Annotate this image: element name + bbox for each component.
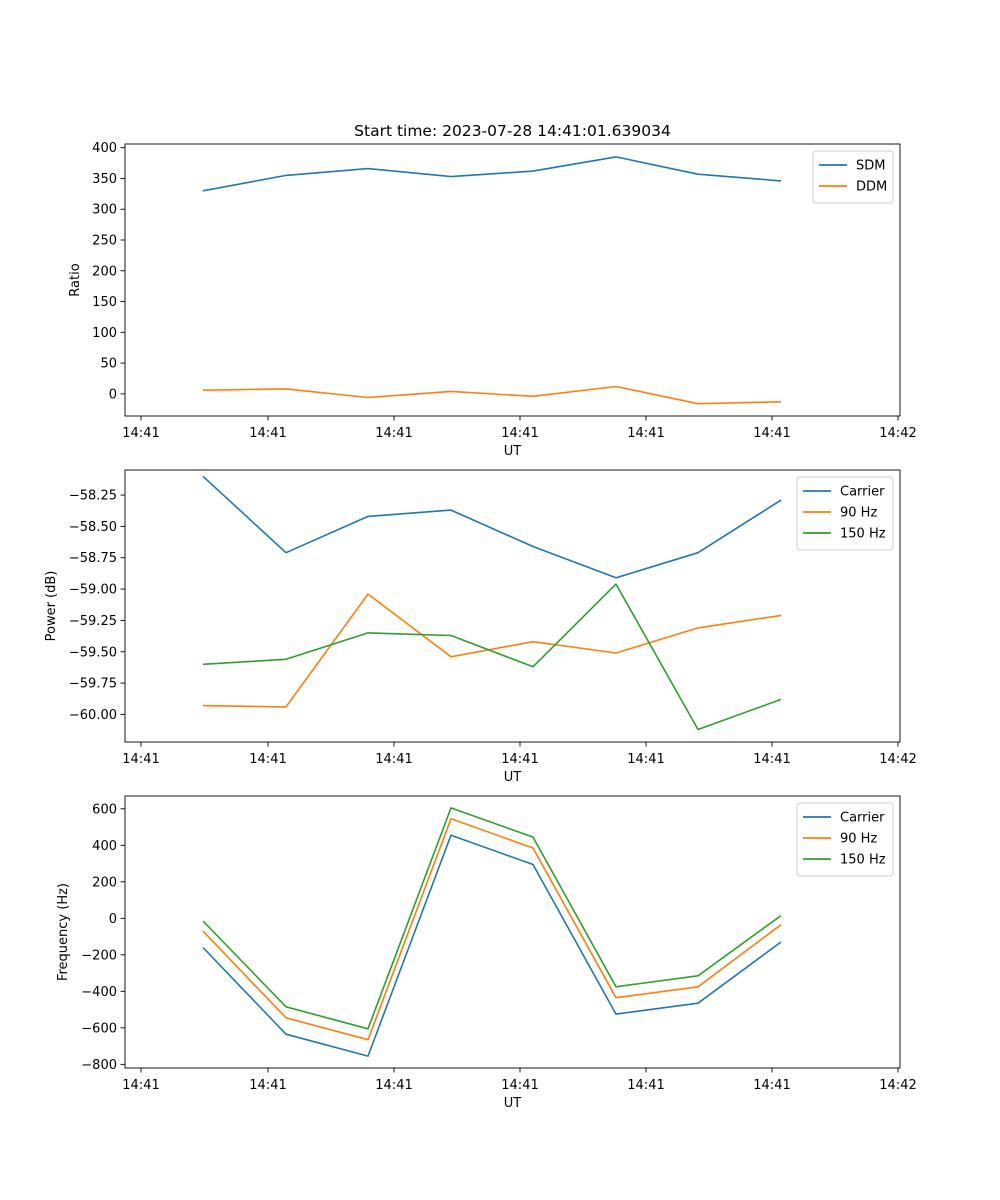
axes-frame — [124, 469, 901, 743]
series-line-ddm — [202, 385, 782, 405]
x-tick-label: 14:41 — [627, 1078, 664, 1093]
legend-box — [796, 802, 894, 877]
x-tick-label: 14:41 — [501, 752, 538, 767]
x-axis-label: UT — [504, 1096, 522, 1111]
series-line-carrier — [202, 475, 782, 579]
panel-3: 14:41 14:41 14:41 14:41 14:41 14:41 14:42 −800 −… — [56, 795, 917, 1111]
y-tick-label: 200 — [92, 264, 117, 279]
x-tick-label: 14:41 — [753, 1078, 790, 1093]
x-tick-label: 14:41 — [627, 752, 664, 767]
y-tick-label: 150 — [92, 295, 117, 310]
chart-title: Start time: 2023-07-28 14:41:01.639034 — [354, 122, 671, 140]
axes-frame — [124, 143, 901, 417]
x-axis-label: UT — [504, 444, 522, 459]
series-line-90-hz — [202, 817, 782, 1041]
y-tick-label: −58.25 — [69, 489, 117, 504]
y-axis-label: Power (dB) — [44, 571, 59, 642]
x-axis-label: UT — [504, 770, 522, 785]
x-tick-label: 14:41 — [249, 426, 286, 441]
y-tick-label: 200 — [92, 875, 117, 890]
x-tick-label: 14:42 — [879, 426, 916, 441]
y-tick-label: −800 — [81, 1058, 117, 1073]
series-line-sdm — [202, 156, 782, 192]
legend-label: 150 Hz — [840, 527, 886, 542]
legend-label: 150 Hz — [840, 853, 886, 868]
y-tick-label: −60.00 — [69, 708, 117, 723]
y-tick-label: −59.00 — [69, 583, 117, 598]
x-tick-label: 14:42 — [879, 752, 916, 767]
series-line-150-hz — [202, 807, 782, 1030]
y-tick-label: 350 — [92, 172, 117, 187]
series-line-90-hz — [202, 593, 782, 708]
legend-label: Carrier — [840, 485, 885, 500]
legend-label: 90 Hz — [840, 506, 877, 521]
legend: Carrier 90 Hz 150 Hz — [796, 802, 894, 877]
legend-label: 90 Hz — [840, 832, 877, 847]
x-tick-label: 14:41 — [249, 1078, 286, 1093]
y-tick-label: 100 — [92, 326, 117, 341]
x-tick-label: 14:41 — [122, 1078, 159, 1093]
legend-box — [796, 476, 894, 551]
x-tick-label: 14:41 — [122, 752, 159, 767]
y-tick-label: 600 — [92, 802, 117, 817]
legend-label: Carrier — [840, 811, 885, 826]
y-tick-label: 0 — [109, 387, 117, 402]
y-tick-label: 300 — [92, 203, 117, 218]
y-tick-label: 400 — [92, 839, 117, 854]
y-tick-label: 50 — [100, 357, 117, 372]
series-line-carrier — [202, 834, 782, 1057]
x-tick-label: 14:42 — [879, 1078, 916, 1093]
x-tick-label: 14:41 — [375, 1078, 412, 1093]
y-tick-label: −59.50 — [69, 645, 117, 660]
x-tick-label: 14:41 — [375, 426, 412, 441]
y-axis-label: Frequency (Hz) — [56, 883, 71, 981]
y-tick-label: −59.75 — [69, 677, 117, 692]
x-tick-label: 14:41 — [753, 426, 790, 441]
x-tick-label: 14:41 — [249, 752, 286, 767]
legend-label: DDM — [856, 180, 887, 195]
y-tick-label: 250 — [92, 234, 117, 249]
x-tick-label: 14:41 — [753, 752, 790, 767]
x-tick-label: 14:41 — [627, 426, 664, 441]
y-axis-label: Ratio — [68, 263, 83, 296]
legend-label: SDM — [856, 159, 885, 174]
y-tick-label: −600 — [81, 1021, 117, 1036]
y-tick-label: −400 — [81, 985, 117, 1000]
panel-1: 14:41 14:41 14:41 14:41 14:41 14:41 14:42 0 50 10… — [68, 122, 917, 459]
panel-2: 14:41 14:41 14:41 14:41 14:41 14:41 14:42 −60.0… — [44, 469, 917, 785]
x-tick-label: 14:41 — [501, 1078, 538, 1093]
y-tick-label: −200 — [81, 948, 117, 963]
x-tick-label: 14:41 — [501, 426, 538, 441]
y-tick-label: −59.25 — [69, 614, 117, 629]
legend: Carrier 90 Hz 150 Hz — [796, 476, 894, 551]
x-tick-label: 14:41 — [375, 752, 412, 767]
y-tick-label: −58.50 — [69, 520, 117, 535]
y-tick-label: −58.75 — [69, 551, 117, 566]
legend: SDM DDM — [812, 150, 894, 204]
y-tick-label: 0 — [109, 912, 117, 927]
legend-box — [812, 150, 894, 204]
x-tick-label: 14:41 — [122, 426, 159, 441]
series-line-150-hz — [202, 583, 782, 731]
axes-frame — [124, 795, 901, 1069]
y-tick-label: 400 — [92, 141, 117, 156]
